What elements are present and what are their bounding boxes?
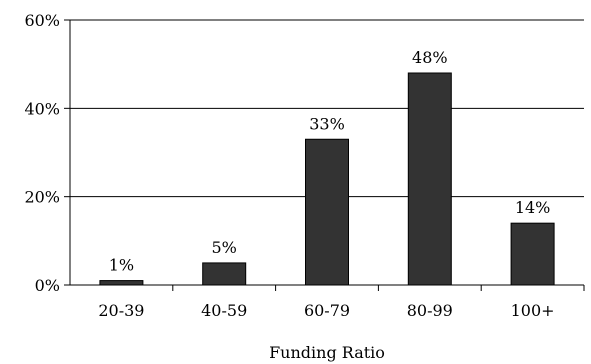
x-tick-label-60-79: 60-79 xyxy=(304,301,350,320)
y-tick-label-20: 20% xyxy=(24,188,60,207)
data-label-60-79: 33% xyxy=(309,114,345,133)
x-tick-label-80-99: 80-99 xyxy=(407,301,453,320)
bar-100+ xyxy=(510,222,555,286)
bar-80-99 xyxy=(407,72,452,286)
data-labels: 1% 5% 33% 48% 14% xyxy=(109,48,551,275)
y-tick-label-0: 0% xyxy=(35,276,60,295)
data-label-100+: 14% xyxy=(515,198,551,217)
data-label-80-99: 48% xyxy=(412,48,448,67)
bars xyxy=(99,72,555,286)
data-label-40-59: 5% xyxy=(212,238,237,257)
data-label-20-39: 1% xyxy=(109,256,134,275)
x-tick-labels: 20-39 40-59 60-79 80-99 100+ xyxy=(98,301,554,320)
bar-20-39 xyxy=(99,280,144,286)
x-tick-label-20-39: 20-39 xyxy=(98,301,144,320)
y-tick-labels: 0% 20% 40% 60% xyxy=(24,11,60,295)
y-tick-label-60: 60% xyxy=(24,11,60,30)
bar-40-59 xyxy=(202,262,247,286)
axes xyxy=(64,19,585,291)
x-tick-label-100+: 100+ xyxy=(511,301,555,320)
x-axis-title: Funding Ratio xyxy=(269,343,385,362)
x-tick-label-40-59: 40-59 xyxy=(201,301,247,320)
bar-60-79 xyxy=(305,138,349,286)
y-tick-label-40: 40% xyxy=(24,99,60,118)
